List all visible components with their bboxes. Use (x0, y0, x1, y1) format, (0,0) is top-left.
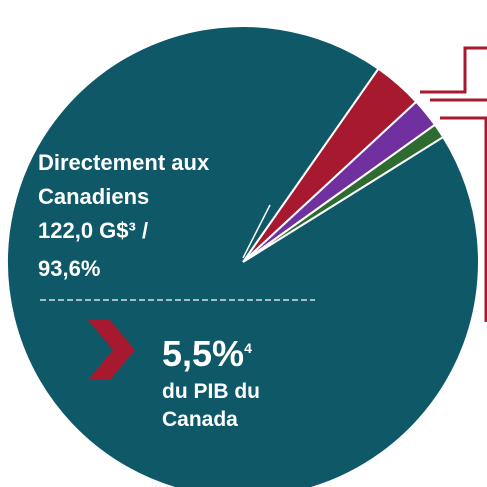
amount-label: 122,0 G$³ / (38, 218, 149, 243)
slice-label: Directement aux Canadiens (38, 150, 210, 209)
callout-line: du PIB du (162, 380, 260, 403)
callout: 5,5%4 (162, 334, 252, 374)
footnote: 4 (244, 340, 252, 356)
callout-value: 5,5% (162, 333, 245, 374)
value-label: 93,6% (38, 256, 101, 281)
callout-line: Canada (162, 408, 238, 431)
callout-text: du PIB du Canada (162, 378, 322, 434)
chevron (88, 320, 135, 380)
leader-line (420, 46, 487, 94)
label-leader (242, 204, 271, 259)
